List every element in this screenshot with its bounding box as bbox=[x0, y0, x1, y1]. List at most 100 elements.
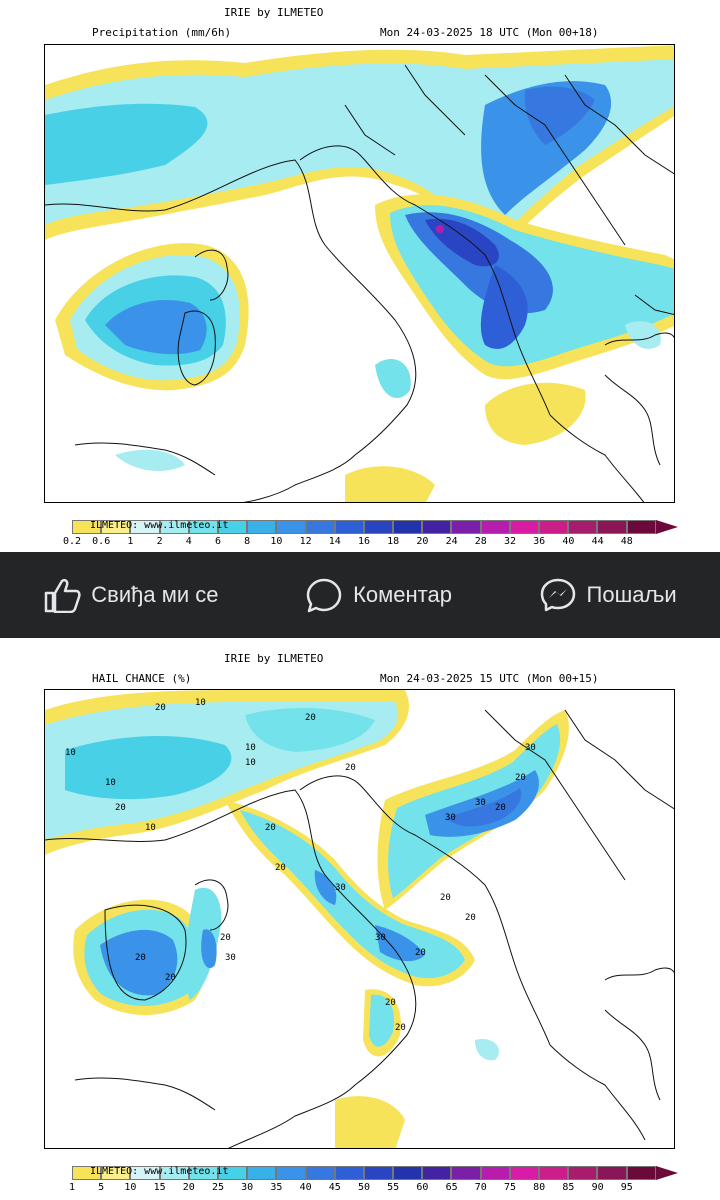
precip-colorbar-tick-label: 0.6 bbox=[92, 536, 111, 547]
precip-colorbar-tick-label: 1 bbox=[127, 536, 134, 547]
contour-label: 20 bbox=[275, 863, 286, 873]
hail-colorbar-tick-label: 10 bbox=[124, 1182, 137, 1193]
precip-colorbar-cell bbox=[247, 520, 277, 534]
precip-colorbar-cell bbox=[568, 520, 598, 534]
precip-colorbar-cell bbox=[334, 520, 364, 534]
hail-colorbar-tick-label: 80 bbox=[533, 1182, 546, 1193]
comment-button[interactable]: Коментар bbox=[293, 567, 464, 623]
hail-colorbar-tick-label: 45 bbox=[328, 1182, 341, 1193]
hail-colorbar: ILMETEO: www.ilmeteo.it 1 5 10 15 20 25 30 35 40… bbox=[44, 1166, 678, 1193]
precip-colorbar-cell bbox=[539, 520, 569, 534]
precip-colorbar-cell bbox=[159, 520, 189, 534]
contour-label: 10 bbox=[245, 758, 256, 768]
contour-label: 10 bbox=[105, 778, 116, 788]
hail-colorbar-cell bbox=[334, 1166, 364, 1180]
precip-colorbar-cell bbox=[217, 520, 248, 534]
map-valid-time: Mon 24-03-2025 15 UTC (Mon 00+15) bbox=[380, 672, 599, 685]
precip-colorbar-tick-label: 44 bbox=[591, 536, 604, 547]
precip-colorbar-cell bbox=[363, 520, 394, 534]
precip-colorbar-cell bbox=[451, 520, 481, 534]
precip-colorbar-tick-label: 36 bbox=[533, 536, 546, 547]
messenger-icon bbox=[540, 578, 575, 612]
precip-colorbar-tick-label: 20 bbox=[416, 536, 429, 547]
precip-colorbar-tick-label: 40 bbox=[562, 536, 575, 547]
contour-label: 30 bbox=[525, 743, 536, 753]
precip-field-balkans bbox=[375, 194, 674, 380]
precip-colorbar-tick-label: 48 bbox=[620, 536, 633, 547]
contour-label: 20 bbox=[220, 933, 231, 943]
hail-colorbar-cell bbox=[72, 1166, 102, 1180]
hail-colorbar-tick-label: 25 bbox=[211, 1182, 225, 1193]
precip-colorbar-tick-label: 6 bbox=[214, 536, 222, 547]
thumbs-up-icon bbox=[45, 578, 81, 613]
hail-colorbar-tick-label: 70 bbox=[474, 1182, 487, 1193]
like-button[interactable]: Свиђа ми се bbox=[31, 567, 230, 623]
hail-colorbar-cell bbox=[451, 1166, 481, 1180]
precip-colorbar-tick-label: 32 bbox=[503, 536, 517, 547]
contour-label: 20 bbox=[465, 913, 476, 923]
precip-colorbar-cell bbox=[276, 520, 306, 534]
comment-label: Коментар bbox=[353, 582, 452, 607]
colorbar-watermark: ILMETEO: www.ilmeteo.it bbox=[90, 1166, 229, 1177]
hail-colorbar-cell bbox=[626, 1166, 656, 1180]
share-label: Пошаљи bbox=[586, 582, 677, 607]
hail-colorbar-tick-label: 1 bbox=[68, 1182, 76, 1193]
hail-colorbar-tick-label: 30 bbox=[241, 1182, 254, 1193]
hail-colorbar-cell bbox=[568, 1166, 598, 1180]
colorbar-watermark: ILMETEO: www.ilmeteo.it bbox=[90, 520, 229, 531]
contour-label: 30 bbox=[475, 798, 486, 808]
hail-field-balkans bbox=[377, 710, 569, 910]
hail-colorbar-tick-label: 85 bbox=[562, 1182, 575, 1193]
hail-colorbar-cell bbox=[159, 1166, 189, 1180]
hail-colorbar-cell bbox=[188, 1166, 218, 1180]
precip-colorbar-tick-label: 16 bbox=[357, 536, 371, 547]
hail-map-panel[interactable]: IRIE by ILMETEO HAIL CHANCE (%) Mon 24-0… bbox=[0, 644, 720, 1200]
hail-colorbar-tick-label: 40 bbox=[299, 1182, 312, 1193]
precip-colorbar-cell bbox=[72, 520, 102, 534]
colorbar-left-arrow bbox=[44, 520, 72, 534]
precip-colorbar-cell bbox=[626, 520, 656, 534]
precip-colorbar-cell bbox=[188, 520, 218, 534]
precip-colorbar-tick-label: 28 bbox=[474, 536, 487, 547]
precip-field-scattered bbox=[115, 321, 661, 502]
hail-colorbar-tick-label: 95 bbox=[620, 1182, 633, 1193]
coastline-lines bbox=[45, 709, 674, 1148]
hail-field-north bbox=[45, 690, 409, 855]
social-action-bar: Свиђа ми се Коментар Пошаљи bbox=[0, 552, 720, 644]
contour-label: 20 bbox=[395, 1023, 406, 1033]
contour-label: 20 bbox=[385, 998, 396, 1008]
hail-field-italy bbox=[225, 800, 475, 987]
hail-field-sardinia bbox=[73, 887, 222, 1015]
hail-colorbar-cell bbox=[217, 1166, 248, 1180]
map-field-label: Precipitation (mm/6h) bbox=[92, 26, 232, 39]
contour-label: 30 bbox=[375, 933, 386, 943]
speech-bubble-icon bbox=[306, 578, 342, 613]
hail-colorbar-tick-label: 65 bbox=[445, 1182, 458, 1193]
contour-label: 20 bbox=[165, 973, 176, 983]
contour-label: 20 bbox=[495, 803, 506, 813]
hail-colorbar-cell bbox=[101, 1166, 131, 1180]
share-button[interactable]: Пошаљи bbox=[527, 567, 689, 623]
precip-colorbar-cell bbox=[393, 520, 423, 534]
contour-label: 20 bbox=[515, 773, 526, 783]
contour-label: 20 bbox=[305, 713, 316, 723]
hail-colorbar-tick-label: 35 bbox=[270, 1182, 283, 1193]
contour-label: 10 bbox=[145, 823, 156, 833]
map-field-label: HAIL CHANCE (%) bbox=[92, 672, 192, 685]
hail-colorbar-cell bbox=[393, 1166, 423, 1180]
map-brand-title: IRIE by ILMETEO bbox=[224, 652, 324, 665]
precipitation-map-panel[interactable]: IRIE by ILMETEO Precipitation (mm/6h) Mo… bbox=[0, 0, 720, 552]
precip-colorbar-cell bbox=[305, 520, 335, 534]
contour-label: 10 bbox=[245, 743, 256, 753]
contour-labels: 10 20 10 10 20 20 20 10 20 30 30 20 30 30 20 30 20 20 30 20… bbox=[65, 698, 536, 1033]
hail-colorbar-cell bbox=[509, 1166, 539, 1180]
precip-colorbar-tick-label: 14 bbox=[328, 536, 341, 547]
precip-colorbar-cell bbox=[422, 520, 452, 534]
precip-colorbar-tick-label: 18 bbox=[387, 536, 400, 547]
hail-colorbar-tick-label: 20 bbox=[182, 1182, 195, 1193]
precipitation-map bbox=[44, 44, 675, 503]
precip-field-sardinia bbox=[55, 243, 249, 391]
precip-colorbar-tick-label: 4 bbox=[185, 536, 192, 547]
hail-colorbar-cell bbox=[597, 1166, 627, 1180]
contour-label: 10 bbox=[65, 748, 76, 758]
